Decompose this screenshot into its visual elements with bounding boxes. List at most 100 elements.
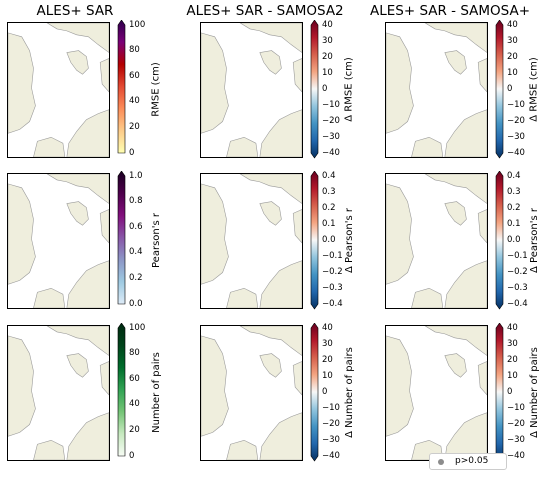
colorbar-tick-label: 0.2 xyxy=(322,202,336,213)
colorbar-tick-label: 10 xyxy=(322,370,333,381)
land-shape xyxy=(444,260,487,308)
colorbar-gradient xyxy=(495,323,504,462)
land-shape xyxy=(8,183,36,285)
colorbar-tick-label: 0 xyxy=(322,386,328,397)
colorbar-tick-label: −40 xyxy=(322,450,340,461)
colorbar-tick-label: −0.4 xyxy=(507,298,528,309)
colorbar-tick-label: 20 xyxy=(322,354,333,365)
colorbar-tick-label: 30 xyxy=(507,338,518,349)
map-delta-pearson-samosaplus xyxy=(385,173,488,309)
colorbar-tick-label: −20 xyxy=(507,115,525,126)
colorbar-tick-label: 30 xyxy=(322,35,333,46)
land-shape xyxy=(46,174,109,204)
land-shape xyxy=(239,174,302,204)
land-shape xyxy=(386,183,414,285)
colorbar-tick-label: 0.4 xyxy=(507,170,521,181)
colorbar-tick-label: 1.0 xyxy=(129,170,143,181)
land-shape xyxy=(66,260,109,308)
land-shape xyxy=(477,58,487,93)
colorbar-tick-label: 30 xyxy=(322,338,333,349)
colorbar-tick-label: 0 xyxy=(322,83,328,94)
colorbar-gradient xyxy=(495,20,504,159)
colorbar-tick-label: −10 xyxy=(322,402,340,413)
colorbar-tick-label: 80 xyxy=(129,348,140,359)
colorbar-tick-label: −10 xyxy=(507,99,525,110)
colorbar-tick-label: 40 xyxy=(322,19,333,30)
land-shape xyxy=(292,209,302,244)
colorbar-tick-label: −40 xyxy=(507,450,525,461)
colorbar-label: Δ Pearson's r xyxy=(528,207,540,273)
land-shape xyxy=(259,260,302,308)
colorbar-tick-label: 0.3 xyxy=(322,186,336,197)
land-shape xyxy=(201,183,229,285)
colorbar-tick-label: −0.2 xyxy=(322,266,343,277)
colorbar-label: Δ Pearson's r xyxy=(343,207,355,273)
colorbar-tick-label: −30 xyxy=(322,434,340,445)
land-shape xyxy=(46,23,109,53)
colorbar-tick-label: 0.0 xyxy=(322,234,336,245)
column-title-ales-sar: ALES+ SAR xyxy=(36,3,114,19)
colorbar-tick-label: −20 xyxy=(507,418,525,429)
colorbar-tick-label: 0.1 xyxy=(322,218,336,229)
colorbar-tick-label: −30 xyxy=(507,434,525,445)
colorbar-tick-label: 0 xyxy=(129,450,135,461)
land-shape xyxy=(259,50,282,75)
colorbar-gradient xyxy=(310,171,319,310)
colorbar-tick-label: 0.3 xyxy=(507,186,521,197)
colorbar-tick-label: 10 xyxy=(507,370,518,381)
land-shape xyxy=(226,136,259,157)
land-shape xyxy=(259,353,282,378)
colorbar-tick-label: 0.4 xyxy=(129,247,143,258)
colorbar-tick-label: −0.1 xyxy=(507,250,528,261)
land-shape xyxy=(201,32,229,134)
colorbar-gradient xyxy=(310,20,319,159)
map-delta-pairs-samosaplus xyxy=(385,325,488,461)
colorbar-tick-label: −10 xyxy=(507,402,525,413)
colorbar-tick-label: −40 xyxy=(322,147,340,158)
colorbar-tick-label: −40 xyxy=(507,147,525,158)
land-shape xyxy=(292,58,302,93)
colorbar-tick-label: 0.4 xyxy=(322,170,336,181)
colorbar-tick-label: −30 xyxy=(322,131,340,142)
land-shape xyxy=(444,353,467,378)
colorbar-tick-label: 0.2 xyxy=(129,272,143,283)
land-shape xyxy=(239,326,302,356)
colorbar-label: Number of pairs xyxy=(150,351,162,433)
land-shape xyxy=(99,209,109,244)
colorbar-tick-label: 100 xyxy=(129,322,146,333)
land-shape xyxy=(226,287,259,308)
land-shape xyxy=(66,412,109,460)
colorbar-tick-label: 40 xyxy=(129,96,140,107)
colorbar-tick-label: −0.2 xyxy=(507,266,528,277)
land-shape xyxy=(8,32,36,134)
map-delta-pearson-samosa2 xyxy=(200,173,303,309)
colorbar-tick-label: −0.3 xyxy=(507,282,528,293)
land-shape xyxy=(201,335,229,437)
land-shape xyxy=(386,32,414,134)
colorbar-label: Δ RMSE (cm) xyxy=(528,56,540,122)
column-title-ales-minus-samosaplus: ALES+ SAR - SAMOSA+ xyxy=(370,3,531,19)
land-shape xyxy=(33,439,66,460)
legend-marker-icon xyxy=(438,459,444,465)
land-shape xyxy=(411,136,444,157)
map-pairs xyxy=(7,325,110,461)
colorbar-tick-label: 40 xyxy=(129,399,140,410)
colorbar-tick-label: 100 xyxy=(129,19,146,30)
land-shape xyxy=(239,23,302,53)
column-title-ales-minus-samosa2: ALES+ SAR - SAMOSA2 xyxy=(186,3,344,19)
land-shape xyxy=(33,287,66,308)
colorbar-tick-label: 20 xyxy=(129,424,140,435)
land-shape xyxy=(386,335,414,437)
colorbar-gradient xyxy=(117,323,126,457)
land-shape xyxy=(66,353,89,378)
colorbar-label: RMSE (cm) xyxy=(150,61,162,117)
colorbar-tick-label: 20 xyxy=(129,121,140,132)
land-shape xyxy=(444,201,467,226)
map-pearson xyxy=(7,173,110,309)
land-shape xyxy=(66,201,89,226)
colorbar-tick-label: 20 xyxy=(507,51,518,62)
legend-label: p>0.05 xyxy=(455,456,489,466)
colorbar-gradient xyxy=(310,323,319,462)
land-shape xyxy=(444,412,487,460)
land-shape xyxy=(444,50,467,75)
